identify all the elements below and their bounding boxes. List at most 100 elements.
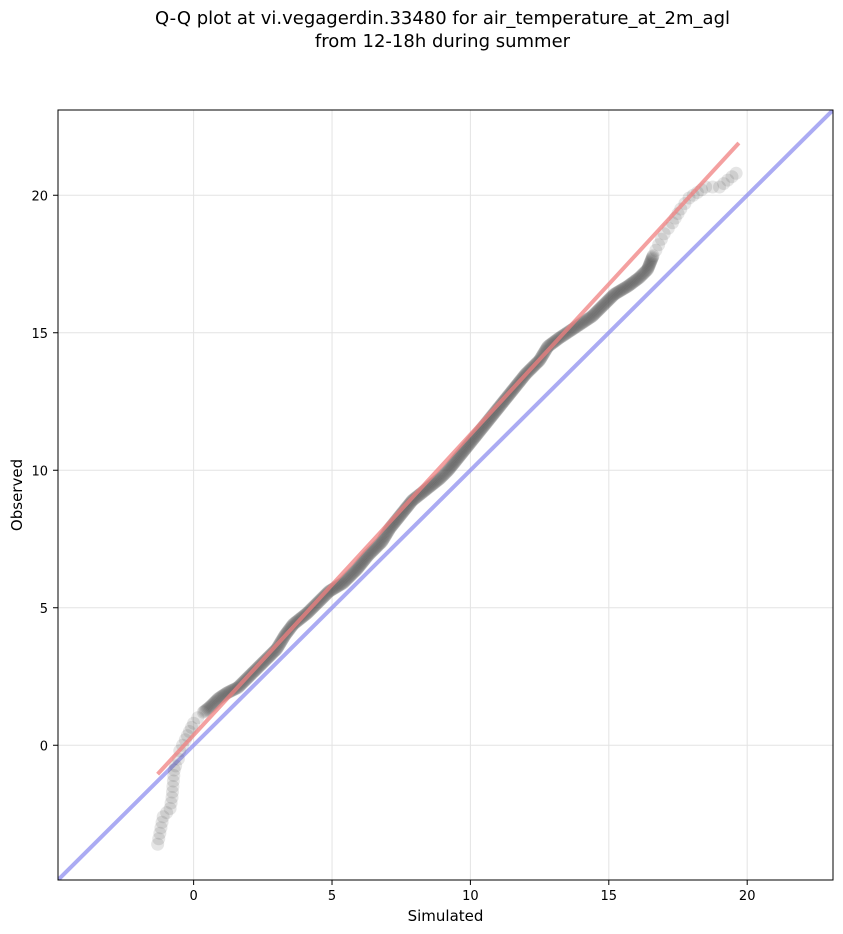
- quantile-point: [350, 562, 364, 576]
- quantile-point: [169, 759, 183, 773]
- quantile-point: [612, 285, 626, 298]
- plot-content: [58, 110, 833, 880]
- quantile-point: [340, 572, 354, 586]
- quantile-point: [200, 703, 214, 716]
- quantile-point: [443, 461, 457, 475]
- quantile-point: [377, 531, 391, 545]
- quantile-point: [588, 306, 602, 320]
- quantile-point: [196, 705, 210, 719]
- quantile-point: [197, 704, 211, 718]
- quantile-point: [595, 299, 609, 313]
- quantile-point: [649, 243, 663, 257]
- quantile-point: [605, 289, 619, 303]
- quantile-point: [627, 275, 641, 289]
- quantile-point: [584, 310, 598, 324]
- quantile-point: [165, 785, 179, 799]
- quantile-point: [368, 542, 382, 556]
- quantile-point: [434, 470, 448, 484]
- quantile-point: [320, 586, 334, 600]
- quantile-point: [266, 646, 280, 660]
- quantile-point: [632, 271, 646, 285]
- quantile-point: [599, 295, 613, 309]
- quantile-point: [560, 326, 574, 340]
- quantile-point: [615, 282, 629, 296]
- quantile-point: [628, 274, 642, 288]
- quantile-point: [166, 774, 180, 788]
- quantile-point: [224, 684, 238, 698]
- quantile-point: [626, 276, 640, 290]
- quantile-point: [608, 287, 622, 301]
- quantile-point: [646, 249, 660, 263]
- quantile-point: [492, 400, 506, 414]
- quantile-point: [706, 180, 720, 194]
- x-tick-label: 15: [601, 889, 618, 904]
- quantile-point: [433, 472, 447, 485]
- quantile-point: [598, 296, 612, 310]
- quantile-point: [408, 491, 422, 505]
- quantile-point: [362, 548, 376, 562]
- quantile-point: [437, 467, 451, 481]
- quantile-point: [633, 270, 647, 284]
- quantile-point: [713, 180, 727, 194]
- quantile-point: [367, 543, 381, 557]
- quantile-point: [363, 547, 377, 561]
- quantile-point: [594, 300, 608, 314]
- quantile-point: [641, 263, 655, 276]
- quantile-point: [167, 763, 181, 777]
- quantile-point: [354, 557, 368, 571]
- quantile-point: [446, 458, 460, 472]
- quantile-point: [636, 267, 650, 281]
- quantile-point: [364, 546, 378, 560]
- quantile-point: [453, 448, 467, 462]
- quantile-point: [602, 292, 616, 306]
- quantile-point: [199, 703, 213, 717]
- quantile-point: [321, 585, 335, 599]
- quantile-point: [446, 457, 460, 471]
- quantile-point: [400, 500, 414, 514]
- identity-line: [58, 110, 833, 880]
- quantile-point: [721, 173, 735, 187]
- quantile-point: [652, 238, 666, 252]
- quantile-point: [614, 283, 628, 297]
- quantile-point: [444, 460, 458, 474]
- quantile-point: [604, 290, 618, 304]
- quantile-point: [375, 535, 389, 549]
- quantile-point: [164, 796, 178, 810]
- quantile-point: [451, 452, 465, 466]
- y-tick-label: 0: [40, 739, 48, 754]
- quantile-point: [207, 696, 221, 710]
- quantile-point: [450, 453, 464, 467]
- quantile-point: [445, 459, 459, 473]
- quantile-point: [630, 272, 644, 286]
- quantile-point: [592, 302, 606, 316]
- quantile-point: [430, 474, 444, 488]
- quantile-point: [366, 544, 380, 558]
- quantile-point: [638, 265, 652, 279]
- quantile-point: [432, 472, 446, 486]
- y-axis-label: Observed: [8, 459, 26, 531]
- quantile-point: [369, 541, 383, 555]
- quantile-point: [265, 647, 279, 661]
- chart-title-line-2: from 12-18h during summer: [314, 31, 571, 52]
- quantile-point: [442, 462, 456, 476]
- y-tick-label: 15: [31, 327, 48, 342]
- quantile-point: [351, 561, 365, 575]
- quantile-point: [343, 569, 357, 583]
- quantile-point: [645, 253, 659, 266]
- quantile-point: [645, 251, 659, 265]
- quantile-point: [271, 640, 285, 653]
- quantile-point: [349, 563, 363, 577]
- quantile-point: [365, 545, 379, 559]
- x-tick-label: 0: [189, 889, 197, 904]
- quantile-point: [163, 802, 177, 815]
- quantile-point: [495, 397, 509, 411]
- quantile-point: [341, 571, 355, 585]
- quantile-point: [206, 697, 220, 711]
- quantile-point: [542, 339, 556, 353]
- quantile-point: [337, 575, 351, 589]
- x-axis-label: Simulated: [408, 907, 484, 925]
- quantile-point: [373, 537, 387, 551]
- quantile-point: [646, 250, 660, 264]
- quantile-point: [346, 566, 360, 580]
- quantile-point: [613, 284, 627, 298]
